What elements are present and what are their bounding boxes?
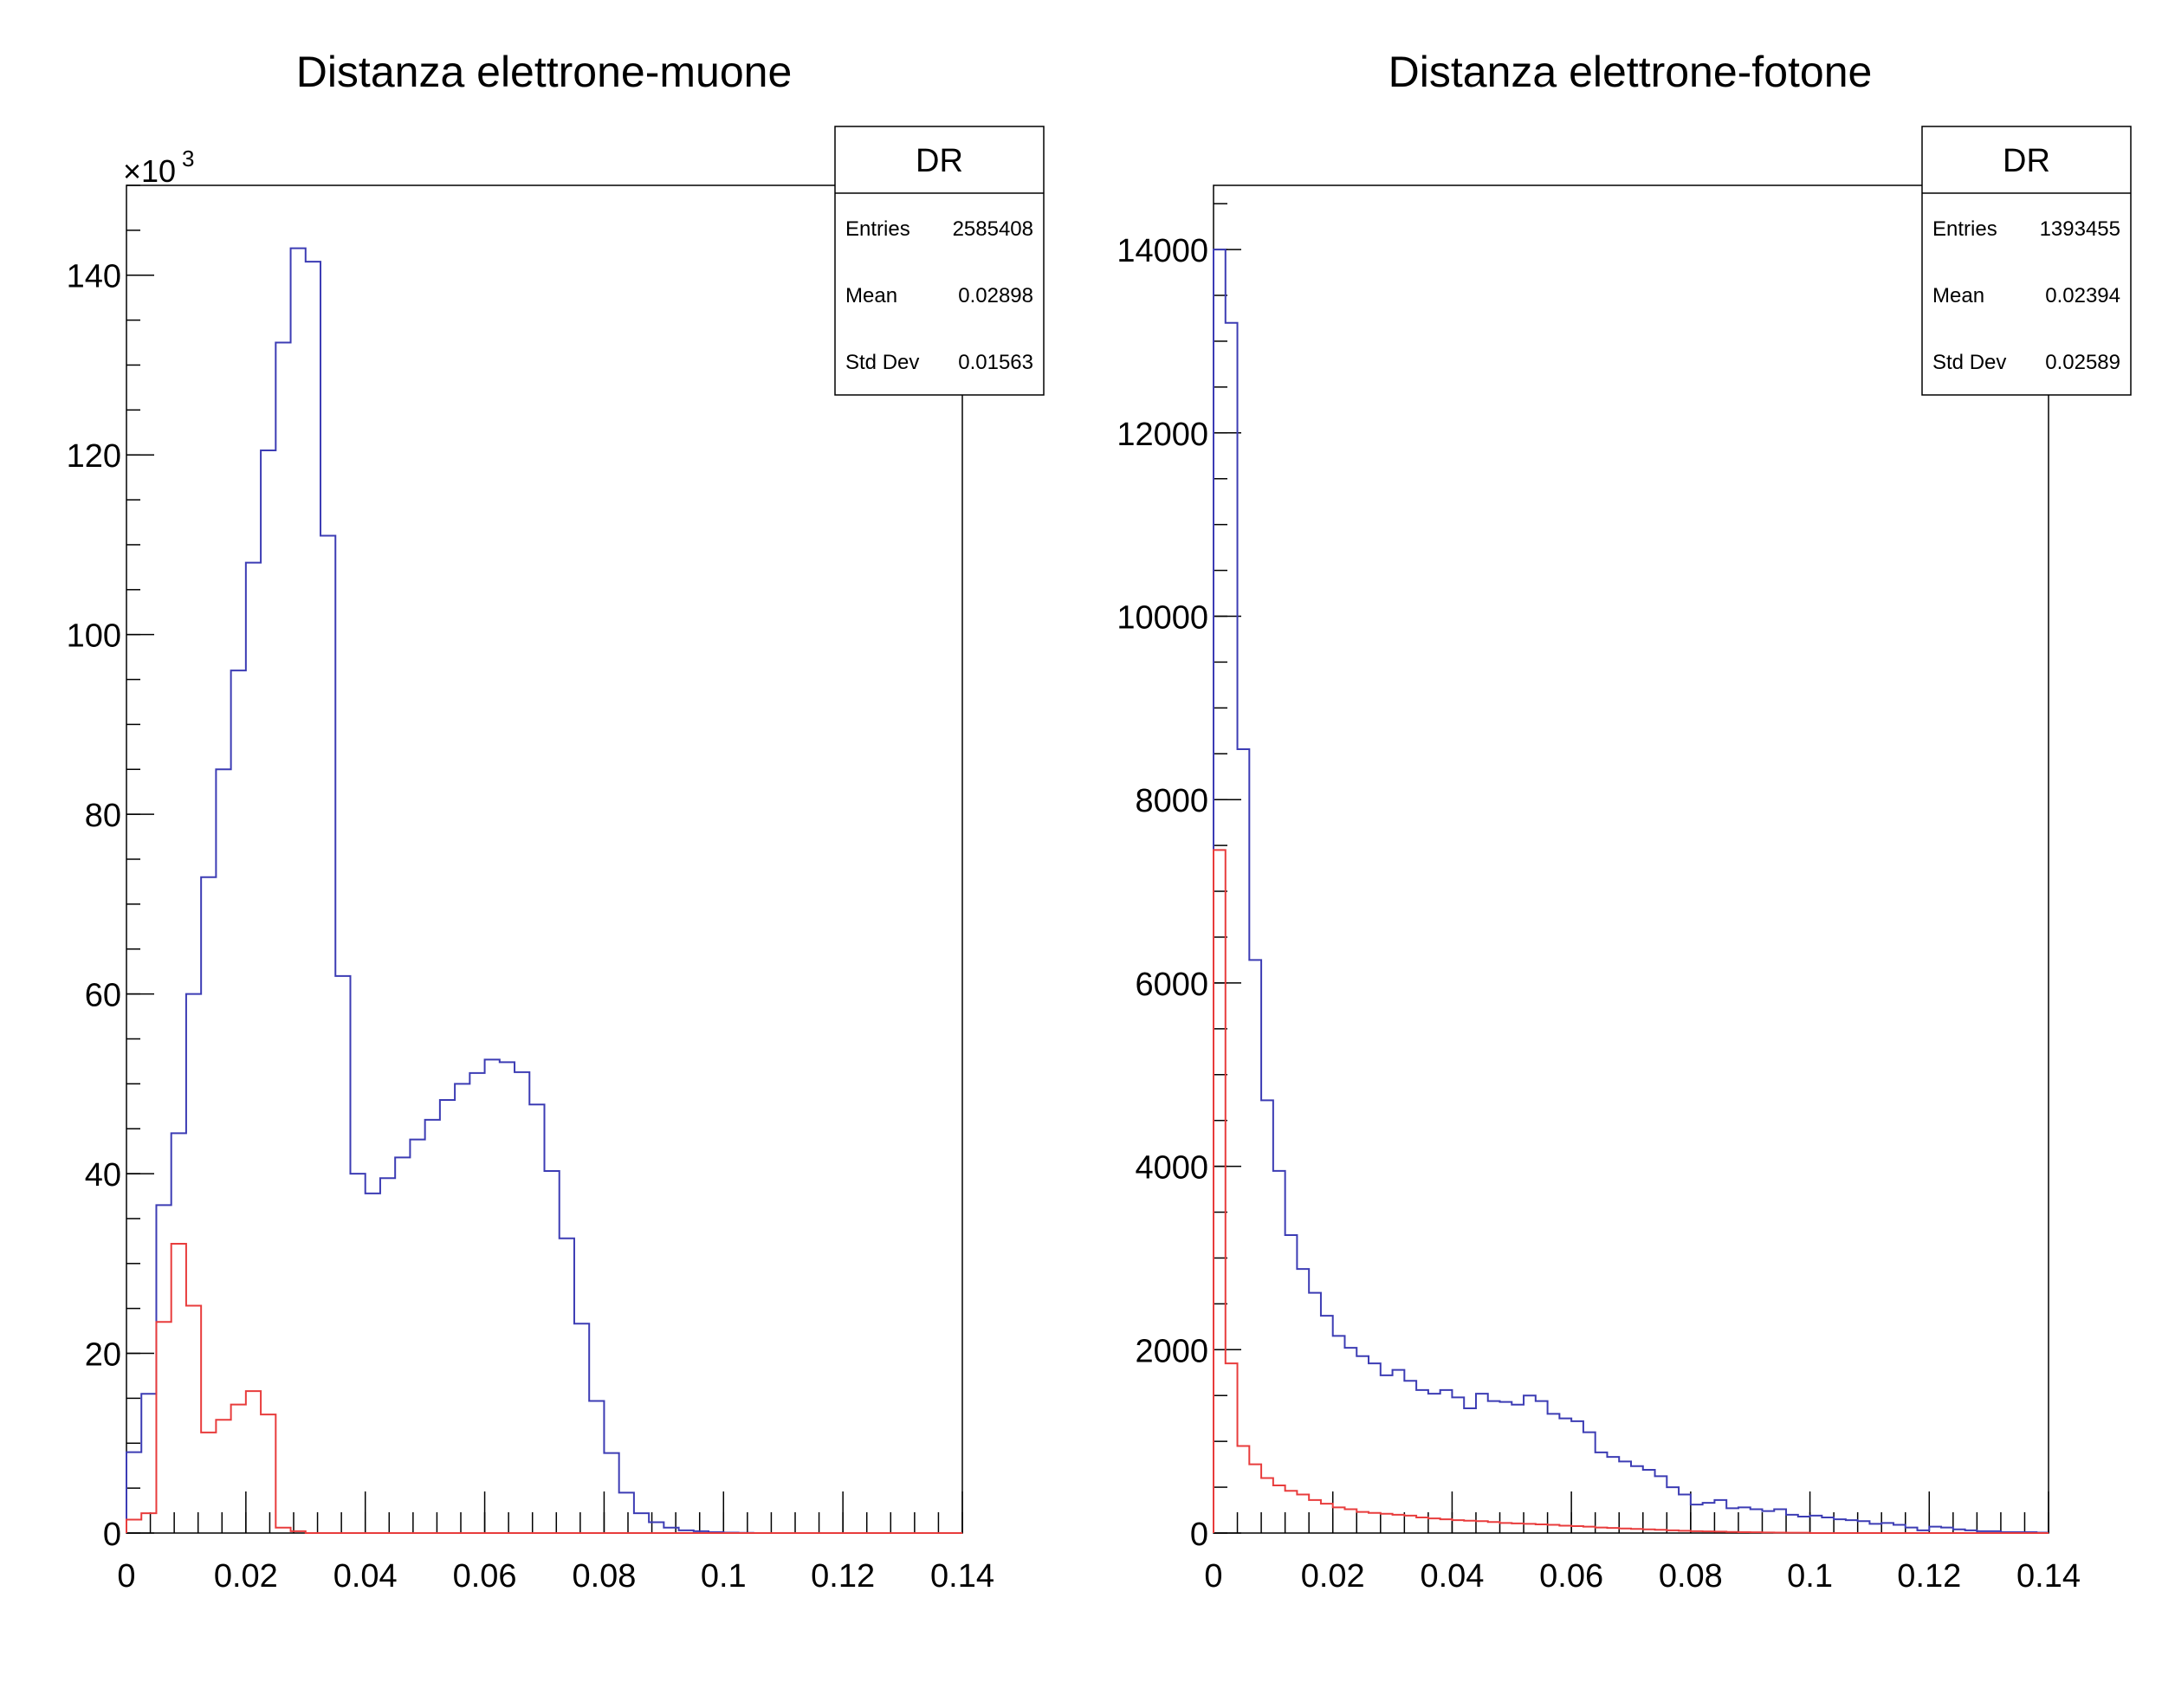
histogram-series-2: [126, 1242, 962, 1534]
x-tick-label: 0.1: [1787, 1558, 1833, 1595]
y-tick-label: 100: [67, 618, 121, 655]
y-tick-label: 2000: [1135, 1333, 1208, 1369]
y-tick-label: 0: [1190, 1517, 1208, 1553]
x-tick-label: 0.06: [1539, 1558, 1603, 1595]
x-tick-label: 0.06: [453, 1558, 517, 1595]
x-tick-label: 0.08: [572, 1558, 636, 1595]
stats-row-label: Std Dev: [1932, 351, 2006, 374]
y-tick-label: 14000: [1117, 233, 1208, 269]
stats-row-value: 0.02394: [2045, 284, 2120, 307]
y-tick-label: 8000: [1135, 783, 1208, 819]
histogram-series-1: [1213, 249, 2049, 1534]
stats-row-value: 2585408: [953, 217, 1033, 241]
stats-box-frame: [1921, 126, 2132, 396]
y-tick-label: 10000: [1117, 599, 1208, 636]
y-tick-label: 6000: [1135, 967, 1208, 1003]
stats-box-name: DR: [2003, 143, 2050, 179]
y-tick-label: 140: [67, 259, 121, 295]
y-multiplier-exponent: 3: [182, 146, 194, 171]
x-tick-label: 0.12: [1897, 1558, 1961, 1595]
chart-panel-1: Distanza elettrone-muone 0 20 40 60 80 100 120 1…: [67, 48, 1045, 1595]
x-tick-label: 0.14: [930, 1558, 994, 1595]
x-tick-label: 0.04: [1420, 1558, 1484, 1595]
x-tick-label: 0.02: [214, 1558, 278, 1595]
stats-row-label: Entries: [1932, 217, 1997, 241]
stats-row-label: Entries: [845, 217, 910, 241]
x-tick-label: 0: [1204, 1558, 1222, 1595]
y-tick-label: 80: [85, 798, 121, 834]
stats-row-value: 0.02898: [958, 284, 1033, 307]
x-tick-label: 0.12: [811, 1558, 875, 1595]
chart-title: Distanza elettrone-muone: [296, 48, 793, 96]
stats-box: DR Entries 2585408 Mean 0.02898 Std Dev 0.0156…: [834, 126, 1045, 396]
y-tick-label: 4000: [1135, 1150, 1208, 1187]
x-tick-label: 0.04: [333, 1558, 398, 1595]
x-tick-label: 0: [117, 1558, 135, 1595]
chart-title: Distanza elettrone-fotone: [1388, 48, 1873, 96]
x-tick-label: 0.02: [1301, 1558, 1365, 1595]
stats-box-name: DR: [916, 143, 963, 179]
x-tick-label: 0.1: [701, 1558, 747, 1595]
stats-row-value: 1393455: [2040, 217, 2120, 241]
stats-row-label: Mean: [845, 284, 897, 307]
x-tick-label: 0.08: [1659, 1558, 1723, 1595]
y-tick-label: 0: [103, 1517, 121, 1553]
stats-box-frame: [834, 126, 1045, 396]
stats-row-value: 0.02589: [2045, 351, 2120, 374]
stats-row-label: Std Dev: [845, 351, 919, 374]
y-tick-label: 40: [85, 1157, 121, 1194]
y-tick-label: 60: [85, 978, 121, 1014]
x-tick-label: 0.14: [2016, 1558, 2081, 1595]
y-tick-label: 20: [85, 1337, 121, 1374]
chart-panel-2: Distanza elettrone-fotone 0 2000 4000 6000 80…: [1117, 48, 2132, 1595]
stats-row-value: 0.01563: [958, 351, 1033, 374]
y-tick-label: 120: [67, 438, 121, 475]
stats-box: DR Entries 1393455 Mean 0.02394 Std Dev 0.0258…: [1921, 126, 2132, 396]
histogram-series-2: [1213, 849, 2049, 1534]
y-tick-label: 12000: [1117, 417, 1208, 453]
y-multiplier-label: ×10: [123, 153, 176, 189]
histogram-series-1: [126, 247, 962, 1534]
stats-row-label: Mean: [1932, 284, 1984, 307]
